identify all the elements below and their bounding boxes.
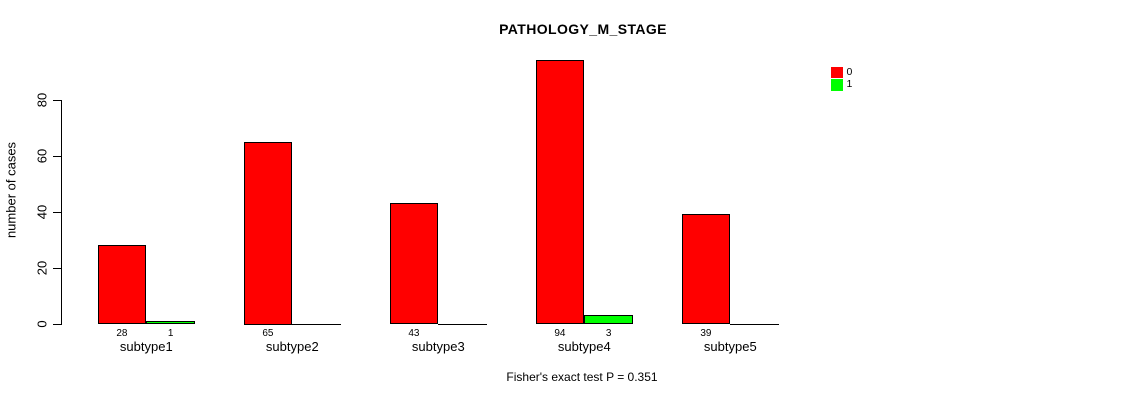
legend-label: 0 (846, 65, 853, 78)
legend-swatch (831, 66, 843, 78)
y-tick (53, 155, 61, 157)
bar-value-label: 94 (554, 328, 566, 339)
category-label: subtype1 (119, 339, 173, 354)
bar-value-label: 39 (700, 328, 712, 339)
bar-subtype3-1 (438, 323, 488, 325)
legend-swatch (831, 79, 843, 91)
bar-subtype5-1 (730, 323, 780, 325)
bar-subtype3-0 (389, 203, 439, 325)
y-tick-label: 60 (34, 148, 50, 164)
chart-title: PATHOLOGY_M_STAGE (499, 21, 667, 37)
bar-subtype1-1 (146, 320, 196, 325)
bar-value-label: 1 (167, 328, 174, 339)
bar-subtype2-1 (292, 323, 342, 325)
y-tick (53, 211, 61, 213)
legend-item: 0 (831, 66, 852, 79)
y-tick-label: 20 (34, 260, 50, 276)
y-tick-label: 40 (34, 204, 50, 220)
y-axis-label: number of cases (3, 141, 19, 239)
bar-subtype2-0 (243, 141, 293, 325)
category-label: subtype5 (703, 339, 757, 354)
y-tick (53, 99, 61, 101)
bar-value-label: 43 (408, 328, 420, 339)
bar-value-label: 28 (116, 328, 128, 339)
legend-item: 1 (831, 79, 852, 92)
y-tick (53, 267, 61, 269)
category-label: subtype3 (411, 339, 465, 354)
y-tick-label: 0 (34, 320, 50, 328)
bar-value-label: 65 (262, 328, 274, 339)
bar-subtype5-0 (681, 214, 731, 325)
y-tick-label: 80 (34, 92, 50, 108)
y-axis-line (61, 99, 62, 325)
bar-subtype4-1 (584, 315, 634, 325)
category-label: subtype2 (265, 339, 319, 354)
bar-subtype4-0 (535, 60, 585, 325)
footer-annotation: Fisher's exact test P = 0.351 (506, 370, 658, 384)
y-tick (53, 323, 61, 325)
category-label: subtype4 (557, 339, 611, 354)
bar-subtype1-0 (97, 245, 147, 325)
legend-label: 1 (846, 78, 853, 91)
bar-value-label: 3 (605, 328, 612, 339)
